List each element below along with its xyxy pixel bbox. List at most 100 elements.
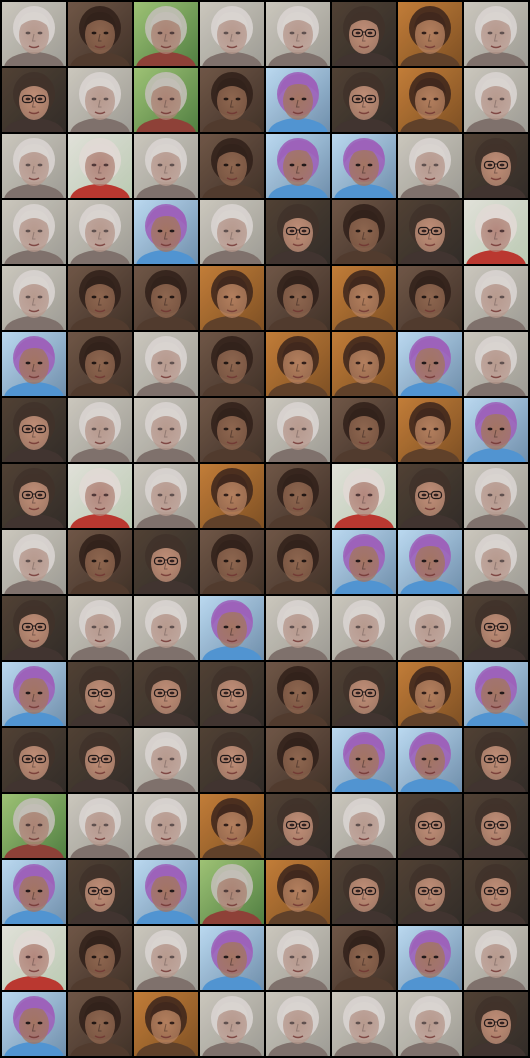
- face-thumbnail: [332, 662, 396, 726]
- face-thumbnail: [134, 464, 198, 528]
- face-thumbnail: [200, 464, 264, 528]
- face-thumbnail: [398, 926, 462, 990]
- face-thumbnail: [200, 596, 264, 660]
- face-thumbnail: [200, 332, 264, 396]
- face-thumbnail: [332, 266, 396, 330]
- face-thumbnail: [200, 266, 264, 330]
- face-thumbnail: [2, 794, 66, 858]
- face-thumbnail: [398, 2, 462, 66]
- face-thumbnail: [332, 68, 396, 132]
- face-thumbnail: [398, 992, 462, 1056]
- face-thumbnail: [464, 68, 528, 132]
- face-thumbnail: [200, 68, 264, 132]
- face-thumbnail: [332, 134, 396, 198]
- face-thumbnail: [398, 332, 462, 396]
- face-thumbnail: [266, 200, 330, 264]
- face-thumbnail: [68, 728, 132, 792]
- face-thumbnail: [332, 530, 396, 594]
- face-thumbnail: [266, 992, 330, 1056]
- face-thumbnail: [2, 266, 66, 330]
- face-thumbnail: [398, 530, 462, 594]
- face-thumbnail: [332, 794, 396, 858]
- face-thumbnail: [2, 398, 66, 462]
- face-thumbnail: [200, 992, 264, 1056]
- face-thumbnail: [266, 794, 330, 858]
- face-thumbnail: [464, 992, 528, 1056]
- face-thumbnail: [2, 2, 66, 66]
- face-thumbnail: [2, 992, 66, 1056]
- face-thumbnail: [200, 398, 264, 462]
- face-thumbnail: [2, 134, 66, 198]
- face-thumbnail: [398, 134, 462, 198]
- face-thumbnail: [134, 794, 198, 858]
- face-thumbnail: [134, 596, 198, 660]
- face-thumbnail: [398, 662, 462, 726]
- face-thumbnail: [200, 662, 264, 726]
- face-thumbnail: [68, 530, 132, 594]
- face-thumbnail: [68, 662, 132, 726]
- face-thumbnail: [134, 530, 198, 594]
- face-thumbnail: [464, 596, 528, 660]
- face-thumbnail: [2, 530, 66, 594]
- face-thumbnail: [398, 68, 462, 132]
- face-thumbnail: [134, 662, 198, 726]
- face-thumbnail: [68, 134, 132, 198]
- face-thumbnail: [2, 596, 66, 660]
- face-thumbnail: [2, 68, 66, 132]
- face-thumbnail: [2, 662, 66, 726]
- face-thumbnail: [134, 926, 198, 990]
- face-thumbnail: [68, 596, 132, 660]
- face-thumbnail: [134, 332, 198, 396]
- face-thumbnail: [266, 596, 330, 660]
- face-thumbnail: [266, 728, 330, 792]
- face-thumbnail: [332, 860, 396, 924]
- face-thumbnail: [398, 596, 462, 660]
- face-thumbnail: [266, 2, 330, 66]
- face-thumbnail: [266, 530, 330, 594]
- face-thumbnail: [464, 926, 528, 990]
- face-thumbnail: [266, 68, 330, 132]
- face-thumbnail: [398, 398, 462, 462]
- face-thumbnail: [68, 200, 132, 264]
- face-thumbnail: [134, 266, 198, 330]
- face-thumbnail: [332, 464, 396, 528]
- face-thumbnail: [2, 926, 66, 990]
- face-thumbnail: [2, 332, 66, 396]
- face-thumbnail: [464, 728, 528, 792]
- face-thumbnail: [266, 860, 330, 924]
- face-thumbnail: [464, 530, 528, 594]
- face-thumbnail: [332, 398, 396, 462]
- face-thumbnail: [134, 134, 198, 198]
- face-thumbnail: [134, 860, 198, 924]
- face-thumbnail: [200, 728, 264, 792]
- face-thumbnail: [464, 2, 528, 66]
- face-thumbnail: [68, 266, 132, 330]
- face-thumbnail: [332, 332, 396, 396]
- face-thumbnail: [68, 992, 132, 1056]
- face-thumbnail: [134, 398, 198, 462]
- face-thumbnail: [2, 860, 66, 924]
- face-thumbnail: [68, 68, 132, 132]
- face-thumbnail: [464, 464, 528, 528]
- face-thumbnail: [332, 200, 396, 264]
- face-thumbnail: [266, 398, 330, 462]
- face-thumbnail: [68, 2, 132, 66]
- face-thumbnail: [266, 134, 330, 198]
- face-thumbnail: [200, 926, 264, 990]
- face-thumbnail: [464, 662, 528, 726]
- face-thumbnail: [398, 200, 462, 264]
- face-thumbnail: [200, 794, 264, 858]
- face-thumbnail: [266, 464, 330, 528]
- face-thumbnail: [464, 200, 528, 264]
- face-thumbnail: [68, 860, 132, 924]
- face-thumbnail: [200, 134, 264, 198]
- face-thumbnail: [134, 728, 198, 792]
- face-thumbnail: [2, 464, 66, 528]
- face-thumbnail: [134, 992, 198, 1056]
- face-thumbnail: [332, 926, 396, 990]
- face-thumbnail: [134, 2, 198, 66]
- face-thumbnail: [398, 266, 462, 330]
- face-thumbnail: [266, 332, 330, 396]
- face-thumbnail: [68, 332, 132, 396]
